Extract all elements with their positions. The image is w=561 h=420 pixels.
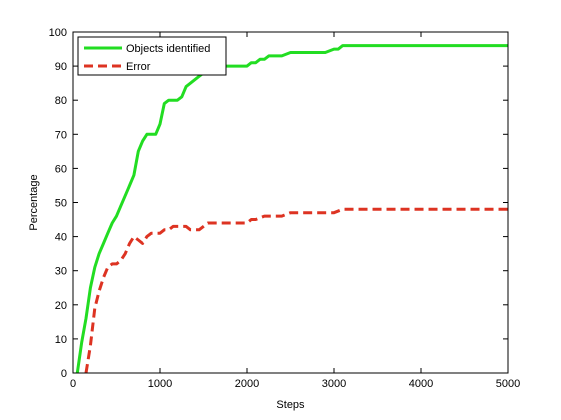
y-tick-label: 40 bbox=[55, 232, 67, 244]
x-tick-label: 1000 bbox=[148, 378, 172, 390]
legend-label-objects-identified: Objects identified bbox=[126, 43, 210, 55]
y-tick-label: 90 bbox=[55, 61, 67, 73]
x-tick-label: 0 bbox=[70, 378, 76, 390]
y-tick-label: 60 bbox=[55, 163, 67, 175]
y-tick-label: 100 bbox=[49, 27, 67, 39]
y-tick-label: 70 bbox=[55, 129, 67, 141]
plot-area bbox=[73, 32, 508, 373]
y-axis-label: Percentage bbox=[28, 174, 40, 230]
y-tick-label: 10 bbox=[55, 334, 67, 346]
legend: Objects identified Error bbox=[77, 36, 227, 76]
y-tick-label: 50 bbox=[55, 198, 67, 210]
x-axis-label: Steps bbox=[276, 399, 305, 411]
series-line-error bbox=[84, 207, 508, 374]
y-tick-label: 30 bbox=[55, 266, 67, 278]
x-tick-label: 2000 bbox=[235, 378, 259, 390]
y-tick-label: 20 bbox=[55, 300, 67, 312]
y-tick-label: 0 bbox=[61, 368, 67, 380]
x-tick-label: 5000 bbox=[496, 378, 520, 390]
ticks-layer: 0 1000 2000 3000 4000 5000 0 10 20 30 40 50 60 70 80 90… bbox=[49, 27, 521, 390]
legend-box bbox=[77, 36, 227, 76]
y-tick-label: 80 bbox=[55, 95, 67, 107]
x-tick-label: 4000 bbox=[409, 378, 433, 390]
x-tick-label: 3000 bbox=[322, 378, 346, 390]
legend-label-error: Error bbox=[126, 61, 151, 73]
